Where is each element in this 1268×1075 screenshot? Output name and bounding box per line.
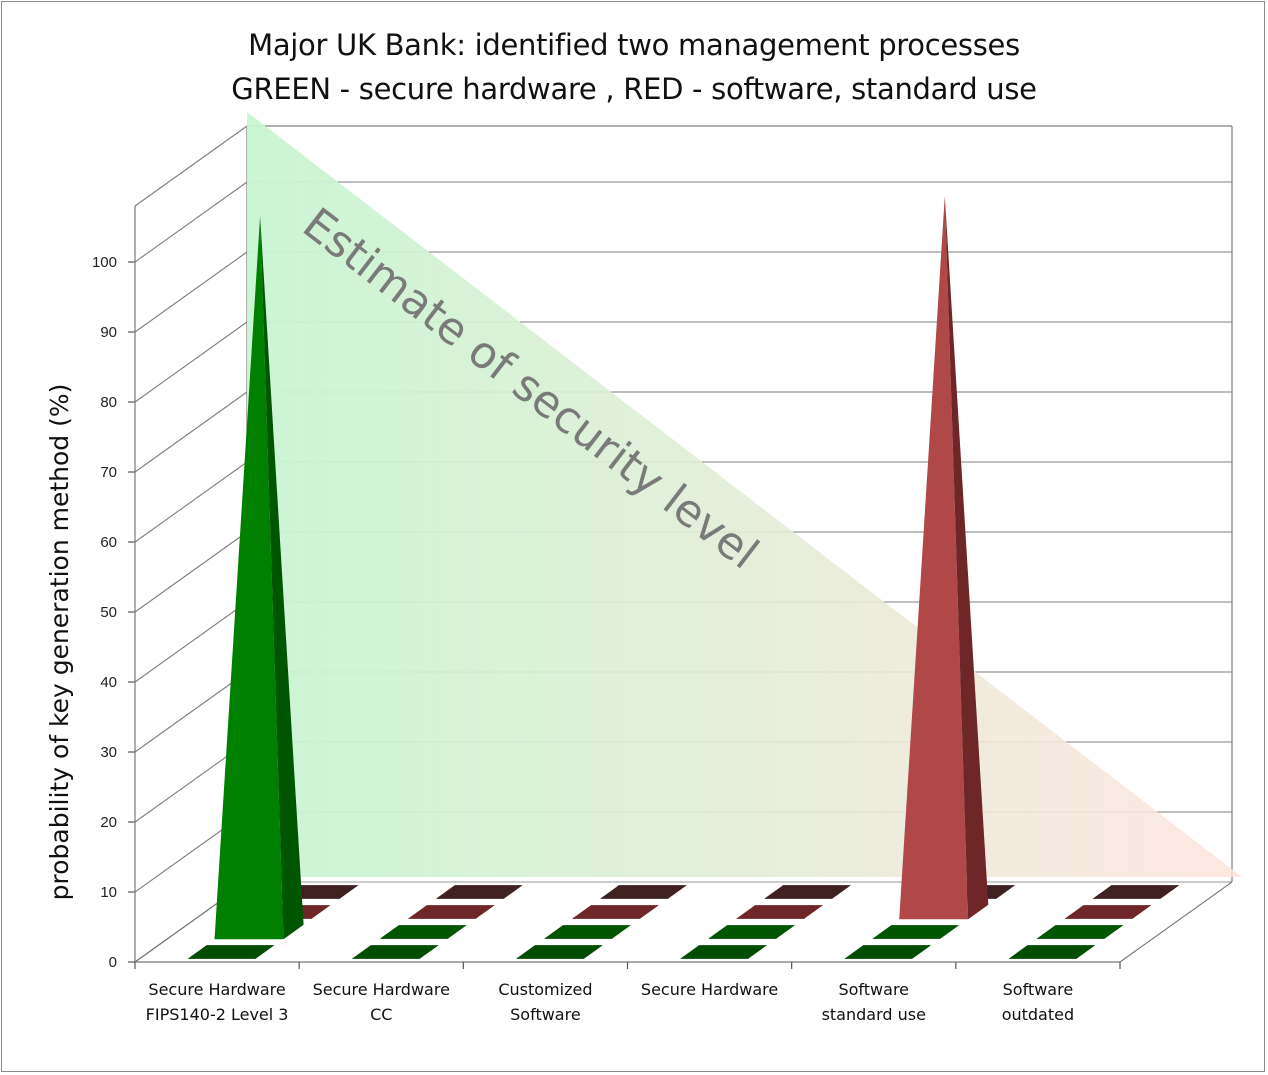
gridline-side	[134, 461, 248, 543]
gridline-side	[134, 531, 248, 613]
x-category-label: FIPS140-2 Level 3	[146, 1005, 289, 1024]
y-tick-label: 30	[100, 744, 117, 761]
y-tick-label: 10	[100, 884, 117, 901]
gridline-side	[134, 181, 248, 263]
y-tick-label: 60	[100, 534, 117, 551]
y-tick-label: 50	[100, 604, 117, 621]
x-category-label: Secure Hardware	[148, 980, 285, 999]
bar-floor-tile	[433, 884, 525, 900]
x-category-label: Software	[510, 1005, 581, 1024]
bar-floor-tile	[1090, 884, 1182, 900]
bar-floor-tile	[734, 904, 826, 920]
bar-floor-tile	[1062, 904, 1154, 920]
y-tick-label: 20	[100, 814, 117, 831]
bar-floor-tile	[762, 884, 854, 900]
x-category-label: outdated	[1002, 1005, 1074, 1024]
x-category-label: Software	[1003, 980, 1074, 999]
bar-floor-tile	[678, 944, 770, 960]
floor-right-edge	[1119, 881, 1233, 963]
bar-floor-tile	[870, 924, 962, 940]
gridline-side	[134, 671, 248, 753]
bar-floor-tile	[842, 944, 934, 960]
chart-title-line-1: Major UK Bank: identified two management…	[248, 28, 1020, 62]
x-category-label: Secure Hardware	[641, 980, 778, 999]
x-category-label: CC	[370, 1005, 392, 1024]
x-category-label: Secure Hardware	[313, 980, 450, 999]
x-category-label: Software	[838, 980, 909, 999]
bar-floor-tile	[706, 924, 798, 940]
gridline-side	[134, 251, 248, 333]
x-category-label: Customized	[498, 980, 592, 999]
bar-floor-tile	[513, 944, 605, 960]
y-tick-label: 100	[92, 254, 117, 271]
bar-pyramid-side	[260, 216, 304, 940]
bar-floor-tile	[1006, 944, 1098, 960]
bar-floor-tile	[377, 924, 469, 940]
y-axis-title: probability of key generation method (%)	[45, 384, 74, 901]
side-wall-top-edge	[134, 125, 248, 207]
y-tick-label: 70	[100, 464, 117, 481]
y-tick-label: 80	[100, 394, 117, 411]
gridline-side	[134, 391, 248, 473]
gridline-side	[134, 321, 248, 403]
bar-pyramid-front	[214, 216, 284, 940]
bar-floor-tile	[597, 884, 689, 900]
gridline-side	[134, 601, 248, 683]
bar-floor-tile	[185, 944, 277, 960]
bar-floor-tile	[349, 944, 441, 960]
security-level-triangle	[247, 112, 1242, 877]
y-tick-label: 90	[100, 324, 117, 341]
bar-floor-tile	[1034, 924, 1126, 940]
y-tick-label: 40	[100, 674, 117, 691]
x-category-label: standard use	[822, 1005, 926, 1024]
bar-pyramid-front	[899, 196, 969, 920]
chart-title-line-2: GREEN - secure hardware , RED - software…	[231, 72, 1037, 106]
bar-floor-tile	[405, 904, 497, 920]
y-tick-label: 0	[109, 954, 117, 971]
bar-pyramid-side	[944, 196, 989, 920]
bar-floor-tile	[569, 904, 661, 920]
bar-floor-tile	[541, 924, 633, 940]
